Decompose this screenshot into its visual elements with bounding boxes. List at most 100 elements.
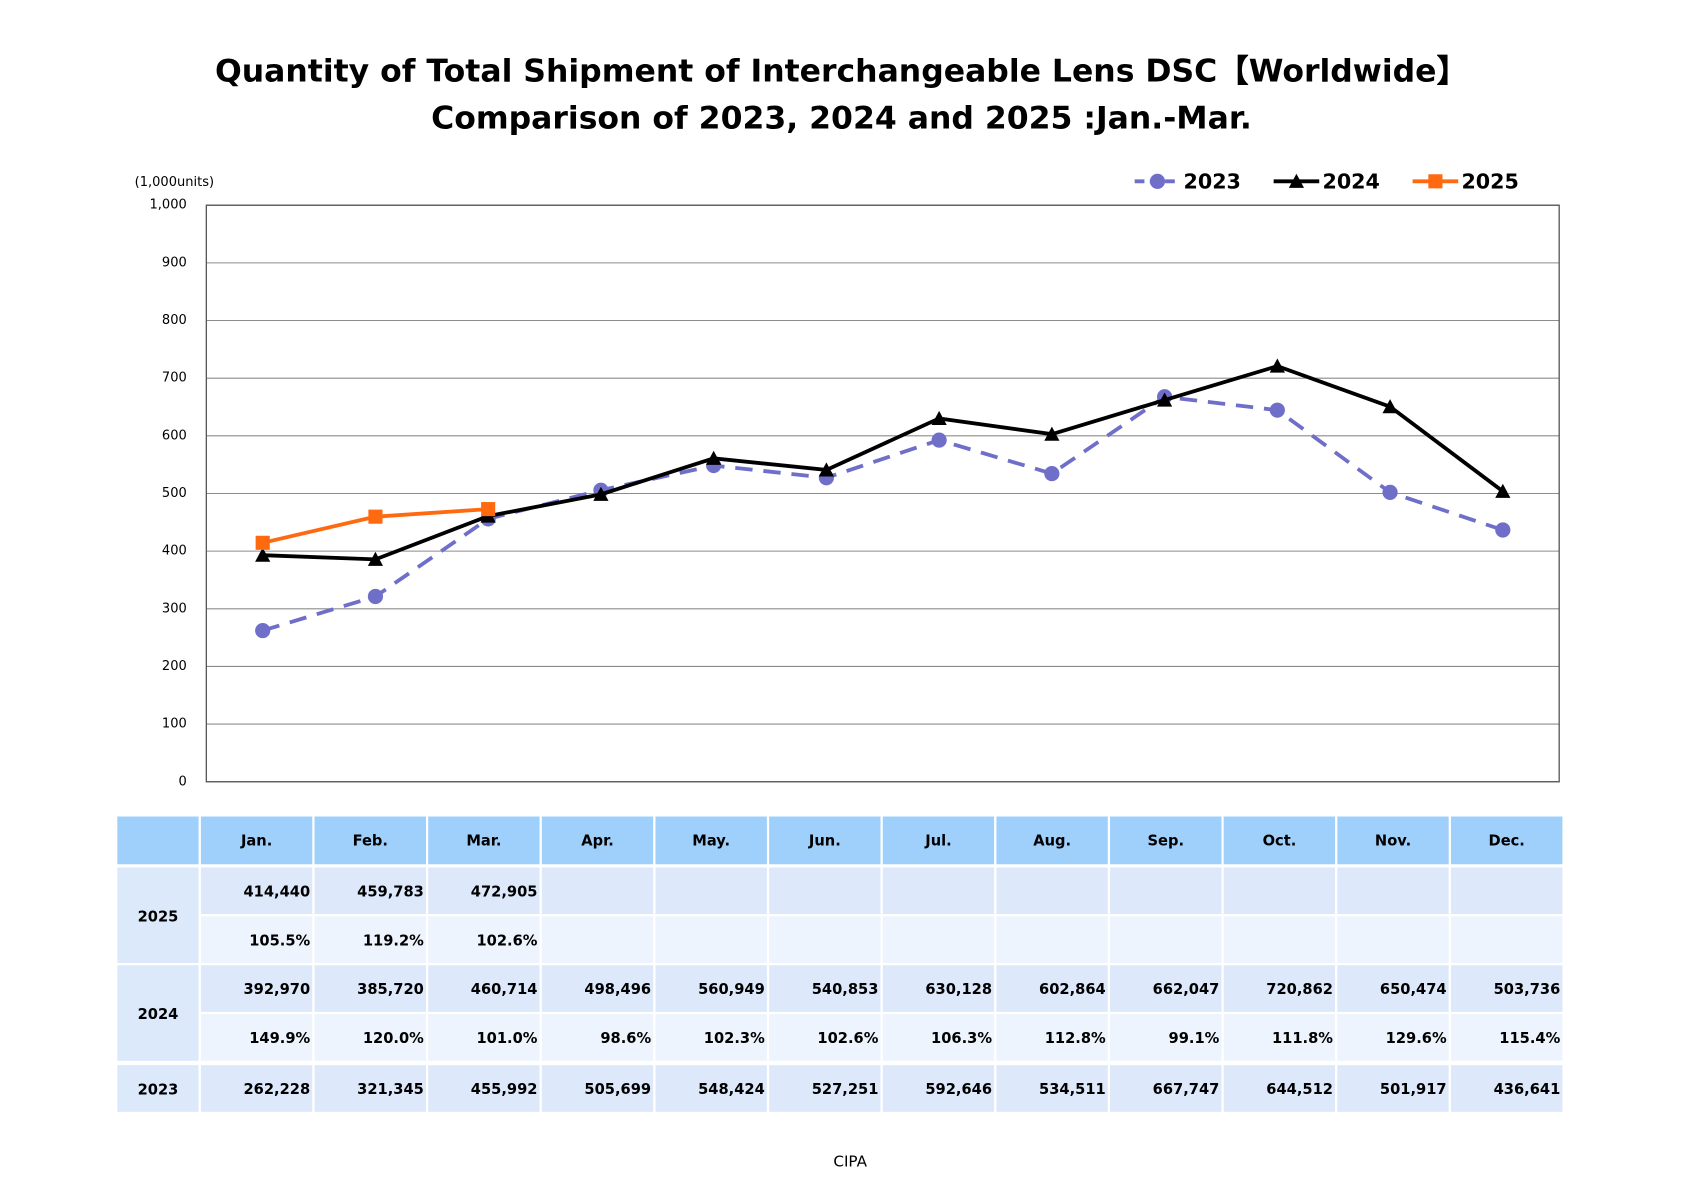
y-tick-label: 1,000 — [150, 198, 187, 213]
table-cell — [198, 865, 315, 917]
y-tick-label: 800 — [162, 313, 187, 328]
table-ratio: 106.3% — [931, 1030, 992, 1047]
table-cell — [653, 1011, 770, 1063]
y-tick-label: 500 — [162, 486, 187, 501]
table-cell — [994, 1011, 1111, 1063]
table-cell — [994, 963, 1111, 1015]
point — [1428, 174, 1443, 189]
y-tick-label: 300 — [162, 601, 187, 616]
table-value: 527,251 — [812, 1081, 879, 1098]
table-ratio: 115.4% — [1499, 1030, 1560, 1047]
table-cell — [539, 865, 656, 917]
point — [706, 450, 722, 465]
table-value: 460,714 — [471, 981, 538, 998]
table-value: 472,905 — [471, 884, 538, 901]
point — [1149, 173, 1166, 189]
point — [1382, 399, 1398, 414]
table-cell — [1221, 865, 1338, 917]
table-ratio: 102.6% — [817, 1030, 878, 1047]
point — [1157, 392, 1173, 407]
table-ratio: 112.8% — [1045, 1030, 1106, 1047]
point — [1269, 402, 1285, 418]
y-axis-label: (1,000units) — [135, 175, 214, 190]
table-header: Dec. — [1489, 832, 1525, 849]
table-cell — [1107, 865, 1224, 917]
table-cell — [426, 914, 542, 966]
table-value: 540,853 — [812, 981, 879, 998]
table-cell — [198, 1062, 315, 1114]
table-cell — [766, 1062, 883, 1114]
table-value: 392,970 — [244, 981, 311, 998]
table-value: 667,747 — [1153, 1081, 1220, 1098]
table-value: 498,496 — [584, 981, 651, 998]
table-value: 262,228 — [244, 1081, 311, 1098]
table-ratio: 149.9% — [249, 1030, 310, 1047]
table-cell — [539, 1011, 656, 1063]
table-value: 321,345 — [357, 1081, 424, 1098]
y-tick-label: 0 — [179, 774, 187, 789]
y-tick-label: 600 — [162, 428, 187, 443]
table-value: 720,862 — [1266, 981, 1333, 998]
table-cell — [1221, 963, 1338, 1015]
point — [1495, 483, 1511, 498]
table-value: 662,047 — [1153, 981, 1220, 998]
point — [1269, 358, 1285, 373]
point — [1288, 173, 1305, 188]
point — [368, 509, 383, 524]
table-cell — [312, 914, 429, 966]
table-cell — [1335, 914, 1451, 966]
legend-label: 2023 — [1184, 169, 1241, 193]
table-header: Apr. — [581, 832, 614, 849]
table-value: 385,720 — [357, 981, 424, 998]
table-cell — [994, 914, 1111, 966]
table-cell — [1448, 814, 1565, 867]
chart-subtitle: Comparison of 2023, 2024 and 2025 :Jan.-… — [431, 100, 1252, 136]
table-cell — [426, 865, 542, 917]
table-ratio: 102.3% — [704, 1030, 765, 1047]
table-value: 501,917 — [1380, 1081, 1447, 1098]
row-label: 2024 — [138, 1006, 179, 1023]
table-header: Feb. — [353, 832, 388, 849]
table-cell — [994, 865, 1111, 917]
table-header: Mar. — [466, 832, 501, 849]
y-tick-label: 700 — [162, 371, 187, 386]
table-cell — [653, 963, 770, 1015]
table-cell — [766, 814, 883, 867]
table-cell — [766, 1011, 883, 1063]
table-cell — [115, 814, 201, 867]
table-cell — [312, 865, 429, 917]
table-header: Jan. — [240, 832, 272, 849]
table-cell — [115, 865, 201, 966]
table-header: Nov. — [1375, 832, 1411, 849]
point — [255, 622, 271, 639]
table-value: 505,699 — [584, 1081, 651, 1098]
point — [1044, 426, 1060, 441]
table-value: 650,474 — [1380, 981, 1447, 998]
table-cell — [1335, 865, 1451, 917]
table-cell — [1335, 1062, 1451, 1114]
point — [255, 535, 270, 550]
table-ratio: 111.8% — [1272, 1030, 1333, 1047]
table-cell — [426, 1062, 542, 1114]
table-cell — [880, 865, 997, 917]
table-cell — [994, 1062, 1111, 1114]
table-cell — [539, 1062, 656, 1114]
table-cell — [880, 914, 997, 966]
table-cell — [653, 914, 770, 966]
table-value: 602,864 — [1039, 981, 1106, 998]
table-cell — [880, 963, 997, 1015]
table-value: 592,646 — [925, 1081, 992, 1098]
series-line — [262, 364, 1504, 562]
table-header: Aug. — [1033, 832, 1071, 849]
table-cell — [312, 1062, 429, 1114]
point — [367, 551, 384, 566]
table-cell — [1221, 914, 1338, 966]
table-cell — [198, 1011, 315, 1063]
table-cell — [1448, 1011, 1565, 1063]
table-ratio: 129.6% — [1386, 1030, 1447, 1047]
table-ratio: 99.1% — [1169, 1030, 1220, 1047]
y-tick-label: 100 — [162, 717, 187, 732]
row-label: 2025 — [138, 908, 179, 925]
table-ratio: 98.6% — [600, 1030, 651, 1047]
